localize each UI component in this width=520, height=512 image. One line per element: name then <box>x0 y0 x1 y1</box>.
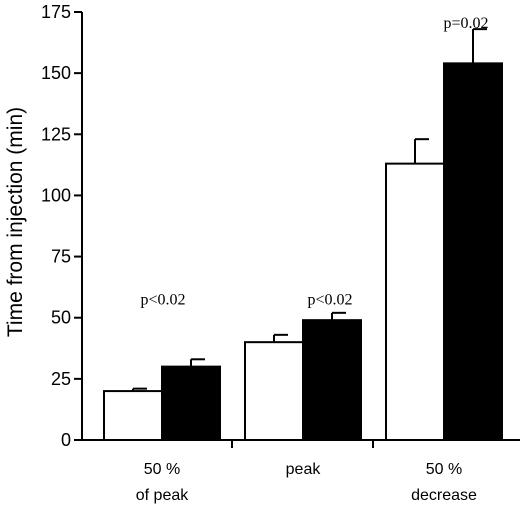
category-label: 50 % <box>426 461 462 478</box>
y-tick-label: 125 <box>41 124 71 144</box>
bar-filled <box>443 62 503 442</box>
y-tick-label: 175 <box>41 2 71 22</box>
p-value-annotation: p<0.02 <box>140 292 185 309</box>
category-label: peak <box>286 461 322 478</box>
bars <box>103 28 503 442</box>
bar-open <box>103 390 163 442</box>
bar-open <box>385 162 445 442</box>
y-tick-label: 0 <box>61 430 71 450</box>
y-tick-label: 150 <box>41 63 71 83</box>
y-tick-label: 100 <box>41 185 71 205</box>
category-label-line2: of peak <box>136 487 189 504</box>
x-axis: 50 % of peak peak 50 % decrease <box>82 439 520 504</box>
labels: p<0.02 p<0.02 p=0.02 <box>140 15 488 308</box>
category-label-line2: decrease <box>411 487 477 504</box>
bar-open <box>244 341 304 441</box>
y-tick-label: 50 <box>51 308 71 328</box>
p-value-annotation: p<0.02 <box>307 292 352 309</box>
bar-filled <box>302 319 362 441</box>
y-tick-label: 25 <box>51 369 71 389</box>
y-axis-label: Time from injection (min) <box>4 107 27 337</box>
y-axis: 0 25 50 75 100 125 150 175 <box>41 2 83 450</box>
p-value-annotation: p=0.02 <box>443 15 488 32</box>
y-tick-label: 75 <box>51 247 71 267</box>
category-label: 50 % <box>144 461 180 478</box>
bar-filled <box>161 365 221 441</box>
